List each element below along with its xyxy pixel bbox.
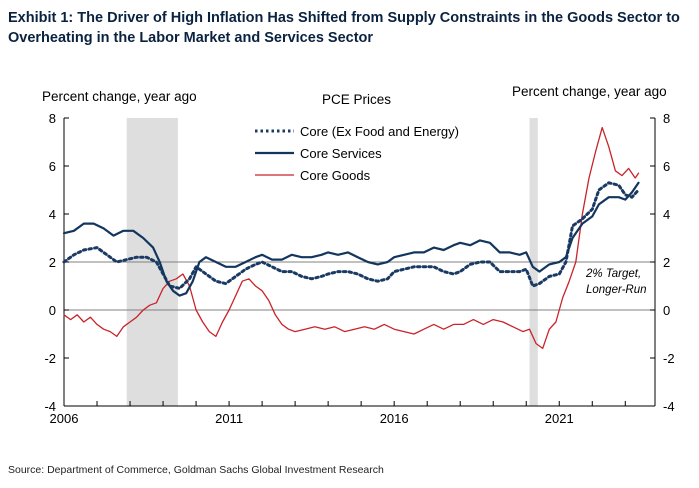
y-tick-label-right: -4 [663, 399, 675, 414]
y-tick-label-right: 0 [663, 303, 670, 318]
target-annotation-line-2: Longer-Run [586, 284, 647, 296]
legend-label-services: Core Services [300, 146, 382, 161]
axes: -4 -4 -2 -2 0 0 2 2 4 4 6 6 8 8 2006 2011 2016 2021 [44, 111, 674, 426]
y-tick-label-left: 8 [49, 111, 56, 126]
y-axis-label-right: Percent change, year ago [512, 84, 667, 99]
y-tick-label-left: -2 [44, 351, 56, 366]
y-tick-label-left: 2 [49, 255, 56, 270]
y-tick-label-right: 2 [663, 255, 670, 270]
y-tick-label-right: 6 [663, 159, 670, 174]
y-axis-label-left: Percent change, year ago [42, 89, 197, 104]
series-core-services-line [62, 181, 640, 297]
legend: Core (Ex Food and Energy) Core Services … [255, 124, 459, 183]
exhibit-title-line-1: Exhibit 1: The Driver of High Inflation … [8, 10, 680, 26]
legend-label-goods: Core Goods [300, 168, 371, 183]
target-annotation-line-1: 2% Target, [585, 268, 641, 280]
x-tick-label-2006: 2006 [50, 411, 79, 426]
x-tick-label-2016: 2016 [380, 411, 409, 426]
series-core-goods-line [63, 126, 640, 350]
y-tick-label-left: 6 [49, 159, 56, 174]
chart-title: PCE Prices [322, 92, 391, 107]
y-tick-label-right: 4 [663, 207, 670, 222]
series-layer [62, 126, 640, 350]
legend-label-core: Core (Ex Food and Energy) [300, 124, 459, 139]
y-tick-label-right: 8 [663, 111, 670, 126]
exhibit-title-line-2: Overheating in the Labor Market and Serv… [8, 30, 374, 46]
y-tick-label-left: 0 [49, 303, 56, 318]
source-note: Source: Department of Commerce, Goldman … [8, 464, 384, 476]
x-tick-label-2021: 2021 [545, 411, 574, 426]
x-tick-label-2011: 2011 [215, 411, 243, 426]
y-tick-label-left: 4 [49, 207, 56, 222]
y-tick-label-right: -2 [663, 351, 675, 366]
exhibit-title: Exhibit 1: The Driver of High Inflation … [8, 8, 688, 48]
y-tick-label-left: -4 [44, 399, 56, 414]
